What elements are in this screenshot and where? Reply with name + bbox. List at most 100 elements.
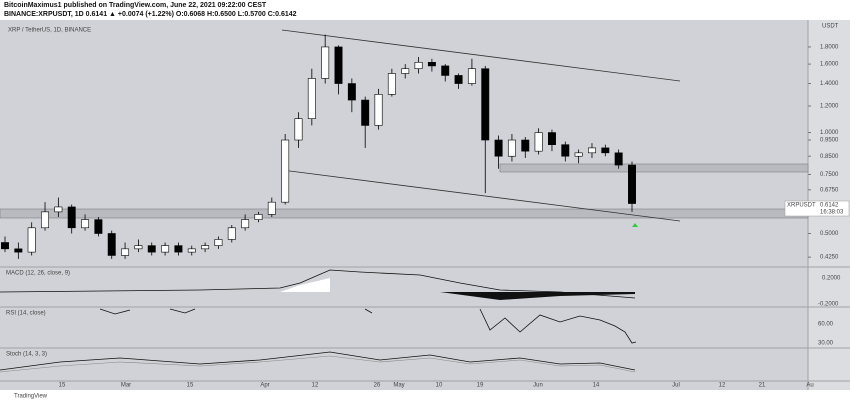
candle-body	[601, 147, 610, 154]
y-tick-label: 0.4250	[820, 255, 839, 261]
candle-body	[201, 245, 210, 250]
y-tick-label: 1.2000	[820, 104, 839, 110]
channel-lines	[281, 29, 681, 222]
candle-body	[614, 152, 623, 166]
candle-body	[27, 227, 36, 253]
candle-body	[294, 118, 303, 141]
indicator-tick: 30.00	[818, 341, 834, 347]
candle-body	[334, 46, 343, 84]
candle-body	[281, 139, 290, 203]
chart-area	[0, 20, 850, 390]
indicator-tick: -0.2000	[818, 302, 839, 308]
candle-body	[94, 219, 103, 234]
author-line: BitcoinMaximus1 published on TradingView…	[4, 2, 267, 9]
x-tick-label: 12	[312, 383, 319, 389]
candles	[1, 34, 636, 259]
candle-body	[521, 139, 530, 152]
candle-body	[574, 152, 583, 157]
pane-separators	[0, 20, 850, 390]
candle-body	[67, 206, 76, 229]
candle-body	[534, 132, 543, 152]
candle-body	[467, 68, 476, 84]
candle-body	[254, 214, 263, 220]
candle-body	[427, 61, 436, 67]
x-tick-label: Jul	[672, 383, 680, 389]
signal-arrow	[632, 223, 638, 227]
y-tick-label: 1.6000	[820, 62, 839, 68]
candle-body	[14, 248, 23, 253]
candle-body	[414, 61, 423, 70]
indicator-label: RSI (14, close)	[6, 311, 46, 317]
candle-body	[147, 245, 156, 253]
x-tick-label: Apr	[260, 383, 269, 389]
indicator-label: MACD (12, 26, close, 9)	[6, 271, 70, 277]
indicator-label: Stoch (14, 3, 3)	[6, 352, 47, 358]
y-tick-label: 0.5000	[820, 231, 839, 237]
indicator-tick: 60.00	[818, 322, 834, 328]
candle-body	[121, 248, 130, 256]
symbol-line: BINANCE:XRPUSDT, 1D 0.6141 ▲ +0.0074 (+1…	[4, 11, 297, 18]
candle-body	[387, 73, 396, 95]
last-price: 0.6142	[820, 203, 839, 209]
y-tick-label: 1.8000	[820, 45, 839, 51]
candle-body	[547, 132, 556, 145]
y-tick-label: 0.6750	[820, 187, 839, 193]
candle-body	[321, 46, 330, 79]
candle-body	[561, 144, 570, 157]
last-price-name: XRPUSDT	[787, 203, 816, 209]
candle-body	[214, 239, 223, 246]
candle-body	[107, 233, 116, 256]
x-tick-label: 12	[719, 383, 726, 389]
candle-body	[41, 211, 49, 229]
pane-title: XRP / TetherUS, 1D, BINANCE	[8, 28, 91, 34]
time-axis: 15 Mar 15 Apr 12 26 May 10 19 Jun 14 Jul 12 21 Au	[59, 383, 814, 389]
countdown: 16:38:03	[820, 210, 844, 216]
candle-body	[54, 206, 63, 213]
last-price-box: XRPUSDT 0.6142 16:38:03	[784, 200, 850, 217]
y-tick-label: 0.9500	[820, 138, 839, 144]
candle-body	[441, 65, 450, 76]
candle-body	[588, 147, 596, 154]
y-tick-label: 1.4000	[820, 81, 839, 87]
y-unit: USDT	[822, 24, 839, 30]
footer: TradingView	[14, 394, 48, 400]
candle-body	[401, 68, 410, 74]
candle-body	[227, 227, 236, 240]
y-tick-label: 0.7500	[820, 172, 839, 178]
x-tick-label: 26	[374, 383, 381, 389]
x-tick-label: Au	[806, 383, 813, 389]
x-tick-label: May	[393, 383, 404, 389]
candle-body	[494, 139, 503, 157]
x-tick-label: 14	[593, 383, 600, 389]
candle-body	[374, 94, 383, 126]
x-tick-label: 21	[759, 383, 766, 389]
x-tick-label: 15	[187, 383, 194, 389]
candle-body	[507, 139, 516, 157]
rsi-pane: RSI (14, close) 60.00 30.00	[6, 308, 834, 347]
x-tick-label: 10	[436, 383, 443, 389]
candle-body	[187, 248, 196, 253]
y-tick-label: 0.8500	[820, 154, 839, 160]
candle-body	[628, 164, 636, 204]
candle-body	[134, 245, 143, 250]
candle-body	[161, 245, 170, 253]
x-tick-label: Jun	[533, 383, 543, 389]
candle-body	[267, 201, 276, 215]
candle-body	[174, 245, 183, 253]
candle-body	[454, 75, 463, 84]
stoch-pane: Stoch (14, 3, 3)	[0, 352, 636, 373]
candle-body	[1, 242, 9, 250]
indicator-tick: 0.2000	[822, 276, 841, 282]
candle-body	[361, 99, 370, 126]
candle-body	[81, 219, 90, 229]
candle-body	[241, 219, 250, 229]
macd-pane: MACD (12, 26, close, 9) 0.2000 -0.2000	[0, 269, 841, 308]
x-tick-label: Mar	[121, 383, 131, 389]
candle-body	[347, 83, 356, 101]
candle-body	[307, 78, 316, 119]
x-tick-label: 19	[477, 383, 484, 389]
candle-body	[481, 68, 490, 141]
x-tick-label: 15	[59, 383, 66, 389]
y-tick-label: 1.0000	[820, 130, 839, 136]
